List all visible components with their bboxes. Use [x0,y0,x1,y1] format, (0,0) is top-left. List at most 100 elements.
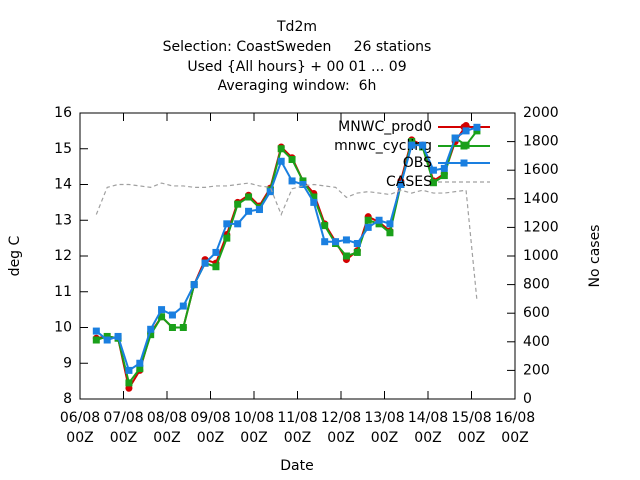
y-tick-label: 8 [63,391,72,407]
point [321,238,329,246]
point [266,188,274,196]
point [125,384,133,392]
x-tick-label: 15/08 00Z [451,410,492,446]
point [440,164,448,172]
point [158,313,166,321]
x-tick-label: 13/08 00Z [364,410,405,446]
y2-tick-label: 1600 [523,162,559,178]
point [212,248,220,256]
y2-tick-label: 1800 [523,134,559,150]
point [473,123,481,131]
point [386,229,394,237]
point [386,220,394,228]
point [299,177,307,185]
point [147,325,155,333]
chart-subtitle: Used {All hours} + 00 01 ... 09 [187,59,406,75]
point [223,220,231,228]
y2-tick-label: 2000 [523,105,559,121]
y2-tick-label: 1200 [523,219,559,235]
y2-axis-label: No cases [587,225,603,288]
point [397,181,405,188]
point [158,306,166,314]
point [375,216,383,224]
y2-tick-label: 0 [523,391,532,407]
point [332,238,340,246]
point [255,206,263,214]
x-tick-label: 12/08 00Z [320,410,362,446]
point [364,223,372,231]
y-tick-label: 13 [54,212,72,228]
point [136,365,144,373]
x-tick-label: 07/08 00Z [103,410,144,446]
y-tick-label: 14 [54,177,72,193]
point [440,172,448,180]
x-axis-label: Date [280,458,313,474]
y2-tick-label: 200 [523,362,550,378]
y2-tick-label: 1400 [523,191,559,207]
point [212,263,220,271]
point [179,302,187,310]
y-axis-label: deg C [7,235,23,276]
point [136,359,144,367]
point [277,157,285,165]
point [288,177,296,185]
point [234,220,242,228]
point [310,198,318,206]
point [375,220,383,228]
point [419,141,427,149]
y-tick-label: 16 [54,105,72,121]
x-tick-label: 11/08 00Z [277,410,318,446]
x-tick-label: 09/08 00Z [190,410,231,446]
y-tick-label: 12 [54,248,72,264]
y2-tick-label: 800 [523,277,550,293]
chart-subtitle: Averaging window: 6h [218,78,377,94]
series-line [95,182,478,301]
legend-label: CASES [386,174,432,190]
point [168,311,176,319]
point [201,259,209,267]
point [342,236,350,244]
point [473,127,481,135]
x-tick-label: 16/08 00Z [494,410,536,446]
point [103,332,111,340]
point [353,248,361,256]
y-tick-label: 10 [54,320,72,336]
legend-marker [460,142,468,150]
point [92,336,100,344]
point [245,207,253,215]
legend-label: OBS [403,155,432,171]
point [179,324,187,331]
point [245,193,253,201]
point [429,166,437,174]
point [125,379,133,387]
y-tick-label: 9 [63,355,72,371]
point [147,331,155,339]
chart-subtitle: Selection: CoastSweden 26 stations [163,39,432,55]
x-tick-label: 10/08 00Z [233,410,275,446]
point [451,134,459,142]
x-tick-label: 08/08 00Z [146,410,188,446]
point [277,145,285,153]
legend-marker [460,159,468,167]
y-tick-label: 11 [54,284,72,300]
point [364,216,372,224]
point [408,141,416,149]
legend-label: mnwc_cycling [334,138,432,154]
x-tick-label: 14/08 00Z [407,410,449,446]
y-tick-label: 15 [54,141,72,157]
point [321,222,329,230]
point [353,239,361,247]
y2-tick-label: 1000 [523,248,559,264]
x-tick-label: 06/08 00Z [59,410,101,446]
point [168,324,176,331]
chart-title: Td2m [276,19,317,35]
point [299,181,307,188]
point [429,179,437,187]
point [92,327,100,335]
point [125,366,133,374]
point [234,200,242,208]
point [288,155,296,163]
y2-tick-label: 400 [523,334,550,350]
